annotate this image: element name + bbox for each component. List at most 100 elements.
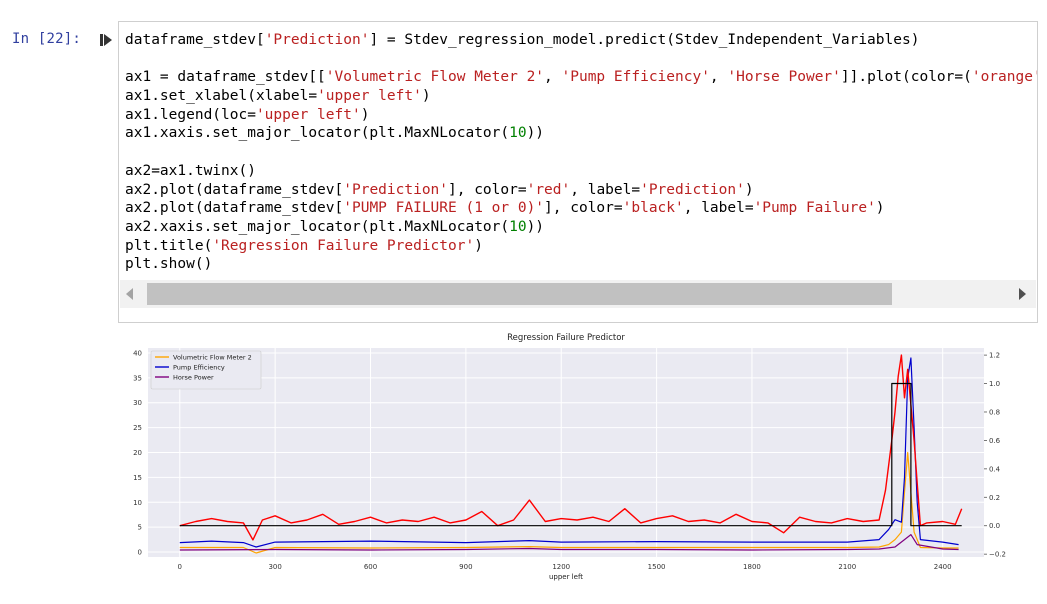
code-token: dataframe_stdev[ <box>125 32 265 48</box>
code-token: ax1 = dataframe_stdev[[ <box>125 69 326 86</box>
y-tick-label: 25 <box>133 424 142 432</box>
code-token: ] = Stdev_regression_model.predict(Stdev… <box>369 32 920 48</box>
y-tick-label: 20 <box>133 449 142 457</box>
code-token: ax1.xaxis.set_major_locator(plt.MaxNLoca… <box>125 125 510 142</box>
code-token: ], color= <box>544 200 623 217</box>
code-token: 'red' <box>526 181 571 198</box>
code-token: ax1.set_xlabel(xlabel= <box>125 88 318 105</box>
code-token: 'Prediction' <box>264 32 370 48</box>
code-token: , <box>709 69 728 86</box>
code-token: ax2.plot(dataframe_stdev[ <box>125 200 344 217</box>
code-token: 'Volumetric Flow Meter 2' <box>325 69 545 86</box>
code-line: plt.show() <box>125 255 1037 274</box>
code-line <box>125 143 1037 162</box>
x-tick-label: 900 <box>459 563 472 571</box>
series-line-0 <box>179 451 959 554</box>
chart-title: Regression Failure Predictor <box>507 333 625 343</box>
step-forward-icon[interactable] <box>100 33 112 47</box>
y-tick-label: 40 <box>133 349 142 357</box>
code-token: 'black' <box>622 200 684 217</box>
code-token: plt.show() <box>125 256 213 273</box>
code-token: )) <box>526 218 545 235</box>
code-token: 'Prediction' <box>343 181 449 198</box>
code-token: 'PUMP FAILURE (1 or 0)' <box>343 200 545 217</box>
code-token: 'Pump Failure' <box>753 200 876 217</box>
y2-tick-label: 0.8 <box>989 408 1000 416</box>
legend-box <box>150 350 262 390</box>
legend-label: Pump Efficiency <box>173 364 225 372</box>
y2-tick-label: −0.2 <box>989 551 1006 559</box>
horizontal-scrollbar[interactable] <box>120 280 1036 308</box>
y-tick-label: 35 <box>133 374 142 382</box>
code-token: 'Regression Failure Predictor' <box>212 237 475 254</box>
legend-label: Volumetric Flow Meter 2 <box>173 354 252 362</box>
code-token: ) <box>421 88 431 105</box>
code-token: ( <box>963 69 972 86</box>
code-token: plt.title( <box>125 237 213 254</box>
arrow-left-icon[interactable] <box>126 288 133 300</box>
code-token: )) <box>526 125 545 142</box>
code-token: , label= <box>570 181 641 198</box>
y2-tick-label: 1.2 <box>989 352 1000 360</box>
run-triangle <box>104 34 112 46</box>
code-editor[interactable]: dataframe_stdev['Prediction'] = Stdev_re… <box>125 31 1038 274</box>
code-token: 'upper left' <box>317 88 422 105</box>
code-line <box>125 50 1037 69</box>
code-line: ax1.legend(loc='upper left') <box>125 106 1037 125</box>
series-line-3 <box>179 354 963 541</box>
y-tick-label: 0 <box>138 549 142 557</box>
y-tick-label: 10 <box>133 499 142 507</box>
code-token: 'Horse Power' <box>727 69 841 86</box>
code-line: ax1 = dataframe_stdev[['Volumetric Flow … <box>125 68 1038 87</box>
code-token: 10 <box>509 125 527 142</box>
arrow-right-icon[interactable] <box>1019 288 1026 300</box>
code-token: , label= <box>683 200 754 217</box>
code-token: 'orange' <box>971 69 1038 86</box>
x-axis-label: upper left <box>549 573 583 581</box>
x-tick-label: 1800 <box>743 563 761 571</box>
x-tick-label: 1500 <box>648 563 666 571</box>
code-token: 10 <box>509 218 527 235</box>
y2-tick-label: 0.0 <box>989 522 1000 530</box>
x-tick-label: 1200 <box>552 563 570 571</box>
code-token: ) <box>360 106 370 123</box>
code-line: ax2.xaxis.set_major_locator(plt.MaxNLoca… <box>125 218 1037 237</box>
y-tick-label: 5 <box>138 524 142 532</box>
code-line: ax1.set_xlabel(xlabel='upper left') <box>125 87 1037 106</box>
legend-label: Horse Power <box>173 374 214 382</box>
x-tick-label: 2100 <box>838 563 856 571</box>
x-tick-label: 600 <box>364 563 377 571</box>
regression-chart: 0 300 600 900 1200 1500 1800 2100 2400 0 5 10 15 20 25… <box>133 333 1006 581</box>
code-token: ) <box>875 200 885 217</box>
code-token: ], color= <box>448 181 527 198</box>
code-token: ax2.xaxis.set_major_locator(plt.MaxNLoca… <box>125 218 510 235</box>
code-token: 'Pump Efficiency' <box>561 69 710 86</box>
series-line-2 <box>179 534 959 551</box>
code-token: ax2.plot(dataframe_stdev[ <box>125 181 344 198</box>
cell-prompt: In [22]: <box>12 31 82 47</box>
x-tick-label: 300 <box>268 563 281 571</box>
scrollbar-thumb[interactable] <box>147 283 892 305</box>
y2-tick-label: 1.0 <box>989 380 1000 388</box>
code-token: ]].plot(color= <box>840 69 964 86</box>
series-line-4 <box>179 382 962 527</box>
y-tick-label: 30 <box>133 399 142 407</box>
code-line: dataframe_stdev['Prediction'] = Stdev_re… <box>125 31 1037 50</box>
code-token: ) <box>744 181 754 198</box>
y2-tick-label: 0.2 <box>989 494 1000 502</box>
code-line: ax2=ax1.twinx() <box>125 162 1037 181</box>
code-cell[interactable]: dataframe_stdev['Prediction'] = Stdev_re… <box>118 21 1038 323</box>
y2-tick-label: 0.4 <box>989 465 1001 473</box>
code-line: ax2.plot(dataframe_stdev['PUMP FAILURE (… <box>125 199 1037 218</box>
x-tick-label: 0 <box>178 563 182 571</box>
code-token: ax2=ax1.twinx() <box>125 162 256 179</box>
code-line: ax1.xaxis.set_major_locator(plt.MaxNLoca… <box>125 124 1037 143</box>
x-tick-label: 2400 <box>934 563 952 571</box>
code-token: 'Prediction' <box>640 181 745 198</box>
code-line: plt.title('Regression Failure Predictor'… <box>125 237 1037 256</box>
code-token: , <box>544 69 562 86</box>
code-token: ax1.legend(loc= <box>125 106 256 123</box>
code-token: 'upper left' <box>255 106 361 123</box>
run-bar <box>100 34 103 46</box>
code-token: ) <box>474 237 483 254</box>
